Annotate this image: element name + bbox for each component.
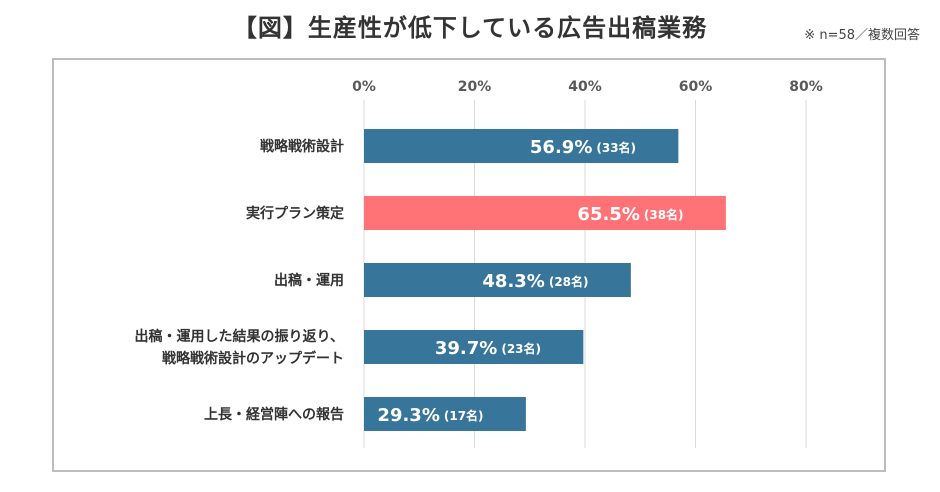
data-label: 65.5% (577, 204, 639, 225)
x-tick-label: 40% (568, 79, 602, 95)
category-label: 戦略戦術設計のアップデート (162, 350, 344, 367)
category-label: 戦略戦術設計 (260, 138, 344, 155)
bar (364, 330, 584, 364)
x-tick-label: 80% (789, 79, 823, 95)
x-tick-label: 0% (352, 79, 376, 95)
x-tick-label: 20% (458, 79, 492, 95)
data-label: 56.9% (530, 137, 592, 158)
category-label: 実行プラン策定 (246, 205, 344, 222)
count-label: (33名) (596, 140, 636, 155)
chart-title: 【図】生産性が低下している広告出稿業務 (232, 14, 708, 42)
count-label: (23名) (501, 341, 541, 356)
x-tick-label: 60% (679, 79, 713, 95)
bar (364, 196, 726, 230)
sample-note: ※ n=58／複数回答 (804, 28, 920, 43)
data-label: 48.3% (482, 271, 544, 292)
data-label: 39.7% (435, 338, 497, 359)
category-label: 出稿・運用 (274, 272, 344, 289)
count-label: (17名) (444, 408, 484, 423)
count-label: (38名) (644, 207, 684, 222)
data-label: 29.3% (377, 405, 439, 426)
chart-frame (52, 58, 886, 472)
count-label: (28名) (549, 274, 589, 289)
bar (364, 263, 631, 297)
bar (364, 397, 526, 431)
bar (364, 129, 679, 163)
category-label: 上長・経営陣への報告 (204, 406, 344, 423)
category-label: 出稿・運用した結果の振り返り、 (135, 328, 344, 345)
